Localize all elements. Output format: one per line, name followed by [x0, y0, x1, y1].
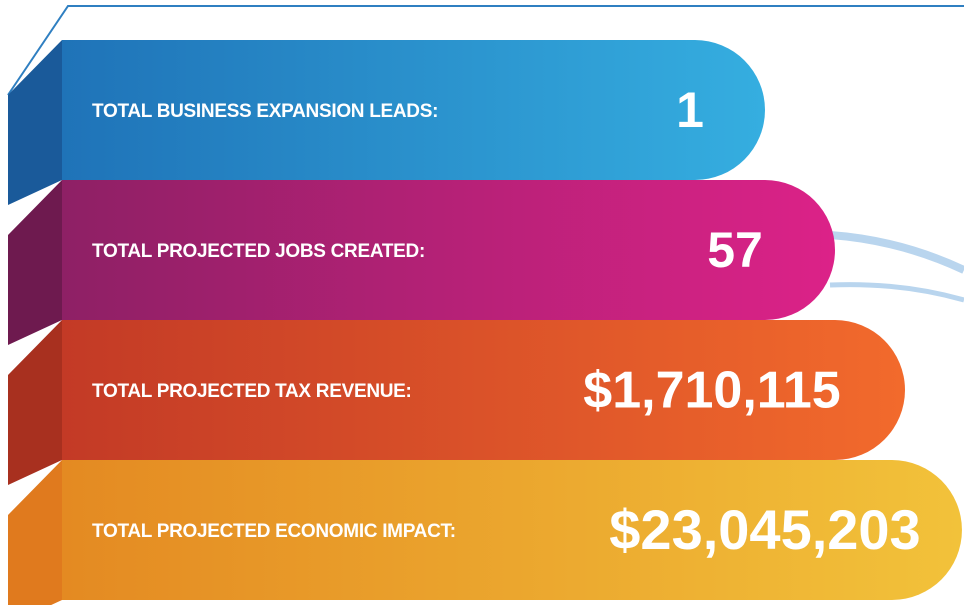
bar-side: [8, 40, 62, 205]
stat-value: 57: [707, 222, 763, 278]
stat-value: $23,045,203: [609, 498, 920, 561]
swoosh: [829, 282, 964, 303]
outline: [7, 5, 964, 96]
stat-label: TOTAL PROJECTED ECONOMIC IMPACT:: [92, 521, 456, 542]
stat-label: TOTAL BUSINESS EXPANSION LEADS:: [92, 101, 438, 122]
stat-value: 1: [676, 82, 704, 138]
bar: [62, 320, 905, 460]
bar: [62, 40, 765, 180]
bar: [62, 460, 962, 600]
stat-value: $1,710,115: [583, 362, 840, 420]
bar-side: [8, 320, 62, 485]
stat-label: TOTAL PROJECTED TAX REVENUE:: [92, 381, 412, 402]
bar-side: [8, 180, 62, 345]
swoosh: [829, 231, 964, 274]
bars: TOTAL BUSINESS EXPANSION LEADS: 1 TOTAL PR…: [8, 40, 962, 605]
bar-side: [8, 460, 62, 605]
bar: [62, 180, 835, 320]
stat-label: TOTAL PROJECTED JOBS CREATED:: [92, 241, 425, 262]
